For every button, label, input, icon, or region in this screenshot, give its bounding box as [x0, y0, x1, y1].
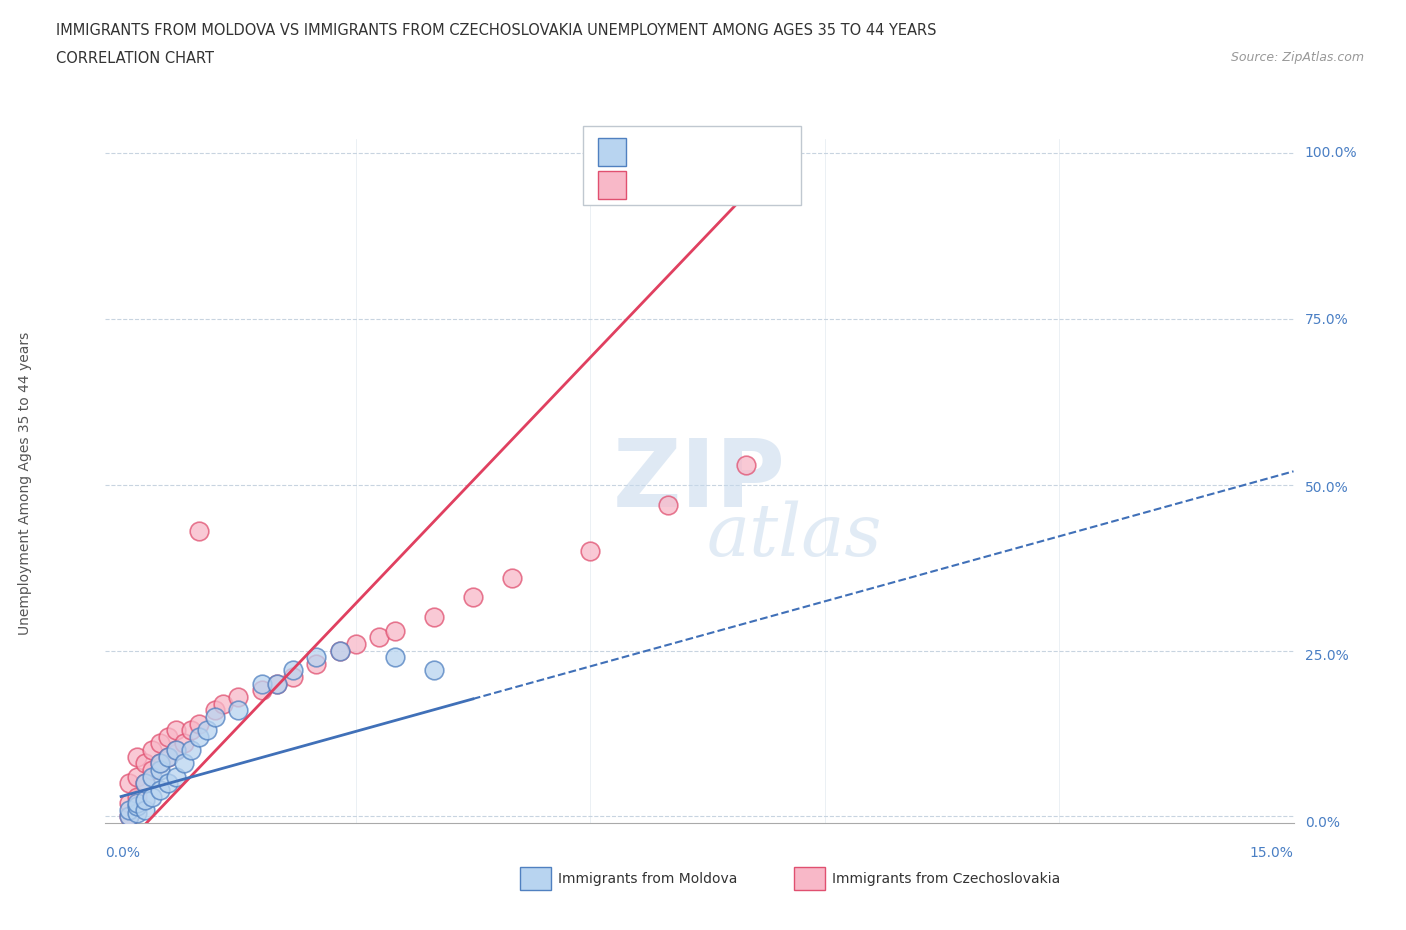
Point [149, 756, 172, 771]
Point [173, 756, 195, 771]
Point [250, 676, 273, 691]
Point [165, 743, 187, 758]
Point [188, 716, 211, 731]
Text: 0.728: 0.728 [668, 145, 716, 160]
Point [118, 809, 141, 824]
Point [134, 803, 156, 817]
Point [118, 796, 141, 811]
Text: 0.0%: 0.0% [105, 846, 141, 860]
Text: N =: N = [717, 178, 761, 193]
Point [204, 710, 226, 724]
Point [173, 736, 195, 751]
Point [141, 763, 163, 777]
Point [422, 610, 444, 625]
Text: N =: N = [717, 145, 761, 160]
Point [149, 756, 172, 771]
Point [134, 776, 156, 790]
Text: ZIP: ZIP [613, 435, 786, 527]
Point [368, 630, 391, 644]
Text: 15.0%: 15.0% [1250, 846, 1294, 860]
Point [125, 796, 148, 811]
Point [165, 743, 187, 758]
Point [141, 743, 163, 758]
Point [329, 643, 352, 658]
Text: Unemployment Among Ages 35 to 44 years: Unemployment Among Ages 35 to 44 years [18, 332, 32, 635]
Point [156, 776, 179, 790]
Point [141, 789, 163, 804]
Point [228, 689, 250, 704]
Point [149, 763, 172, 777]
Point [344, 636, 367, 651]
Point [156, 750, 179, 764]
Text: 37: 37 [752, 178, 773, 193]
Point [118, 776, 141, 790]
Point [250, 683, 273, 698]
Point [204, 703, 226, 718]
Point [657, 497, 679, 512]
Point [125, 750, 148, 764]
Point [180, 743, 202, 758]
Point [305, 657, 328, 671]
Text: Source: ZipAtlas.com: Source: ZipAtlas.com [1230, 51, 1364, 64]
Point [165, 769, 187, 784]
Text: R =: R = [637, 178, 671, 193]
Point [281, 663, 304, 678]
Point [228, 703, 250, 718]
Point [195, 723, 218, 737]
Point [305, 650, 328, 665]
Point [118, 803, 141, 817]
Point [461, 590, 484, 604]
Point [422, 663, 444, 678]
Point [134, 776, 156, 790]
Point [579, 543, 602, 558]
Text: Immigrants from Moldova: Immigrants from Moldova [558, 871, 738, 886]
Point [384, 650, 406, 665]
Point [156, 729, 179, 744]
Point [735, 458, 758, 472]
Point [125, 805, 148, 820]
Point [501, 570, 523, 585]
Point [266, 676, 288, 691]
Point [188, 524, 211, 538]
Point [149, 782, 172, 797]
Point [125, 789, 148, 804]
Point [118, 809, 141, 824]
Point [266, 676, 288, 691]
Point [149, 736, 172, 751]
Point [134, 792, 156, 807]
Point [384, 623, 406, 638]
Text: 0.907: 0.907 [668, 178, 716, 193]
Point [134, 756, 156, 771]
Text: CORRELATION CHART: CORRELATION CHART [56, 51, 214, 66]
Point [125, 769, 148, 784]
Point [165, 723, 187, 737]
Text: 50.0%: 50.0% [1305, 481, 1348, 495]
Text: 30: 30 [752, 145, 773, 160]
Text: IMMIGRANTS FROM MOLDOVA VS IMMIGRANTS FROM CZECHOSLOVAKIA UNEMPLOYMENT AMONG AGE: IMMIGRANTS FROM MOLDOVA VS IMMIGRANTS FR… [56, 23, 936, 38]
Point [188, 729, 211, 744]
Text: 100.0%: 100.0% [1305, 146, 1357, 160]
Text: 25.0%: 25.0% [1305, 648, 1348, 662]
Point [281, 670, 304, 684]
Text: R =: R = [637, 145, 671, 160]
Point [125, 799, 148, 814]
Text: 75.0%: 75.0% [1305, 313, 1348, 327]
Point [180, 723, 202, 737]
Point [329, 643, 352, 658]
Point [156, 750, 179, 764]
Text: Immigrants from Czechoslovakia: Immigrants from Czechoslovakia [832, 871, 1060, 886]
Point [141, 769, 163, 784]
Text: atlas: atlas [707, 500, 883, 571]
Text: 0.0%: 0.0% [1305, 816, 1340, 830]
Point [211, 697, 233, 711]
